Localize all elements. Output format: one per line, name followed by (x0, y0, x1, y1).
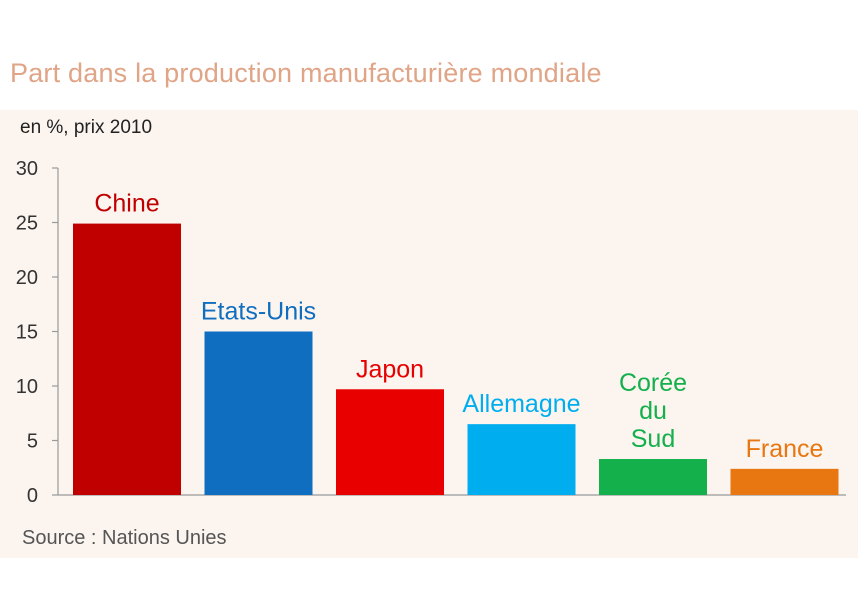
bar (336, 389, 444, 495)
category-label: Corée (619, 369, 687, 397)
unit-label: en %, prix 2010 (20, 117, 153, 138)
category-label: Japon (356, 355, 424, 383)
y-tick-label: 30 (16, 158, 38, 180)
category-label: France (746, 435, 824, 463)
bar (599, 459, 707, 495)
bar (204, 331, 313, 495)
category-label: Allemagne (462, 390, 580, 418)
category-label: du (639, 397, 667, 425)
chart-title: Part dans la production manufacturière m… (10, 58, 602, 88)
y-tick-label: 10 (16, 376, 38, 398)
category-label: Chine (94, 190, 159, 218)
category-label: Sud (631, 425, 675, 453)
source-note: Source : Nations Unies (22, 527, 227, 549)
y-tick-label: 25 (16, 213, 38, 235)
y-tick-label: 0 (27, 485, 38, 507)
y-tick-label: 20 (16, 267, 38, 289)
y-tick-label: 15 (16, 322, 38, 344)
bar (73, 223, 181, 495)
category-label: Etats-Unis (201, 298, 316, 326)
bar (467, 424, 576, 495)
bar (730, 468, 839, 495)
y-tick-label: 5 (27, 431, 38, 453)
